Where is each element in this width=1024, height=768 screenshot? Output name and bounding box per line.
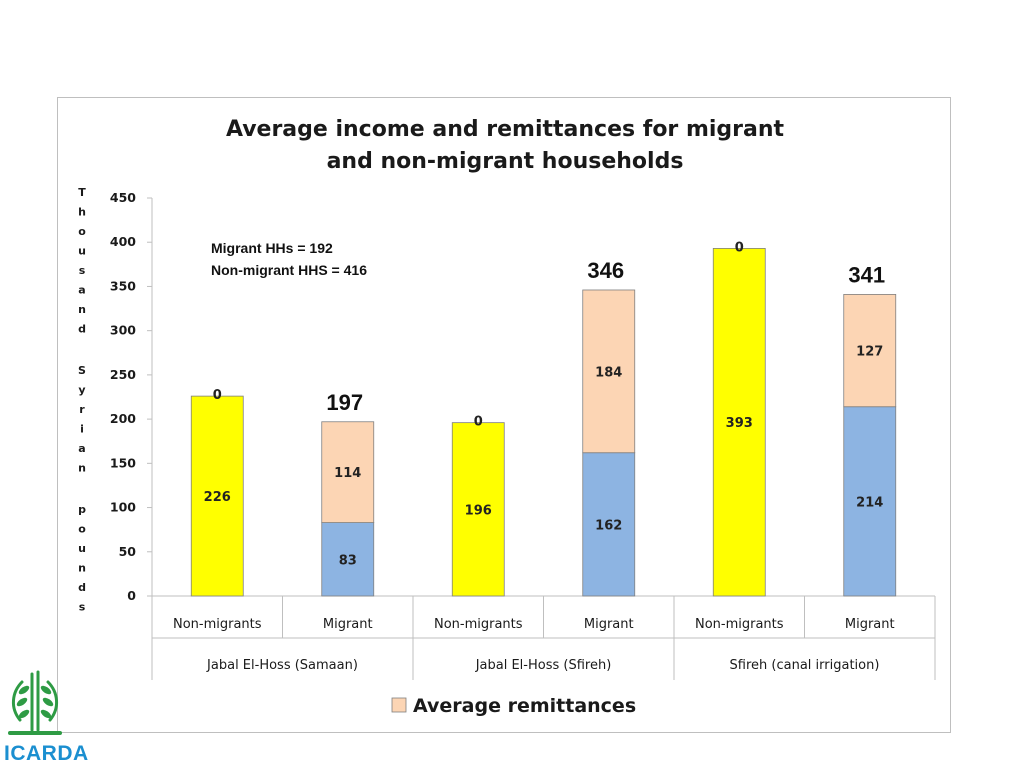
- bar-income-label: 214: [856, 495, 883, 510]
- bar-remittance-label: 114: [334, 466, 361, 481]
- bar-remittance-label: 0: [474, 415, 483, 430]
- y-tick-label: 450: [110, 190, 136, 205]
- legend-label: Average remittances: [413, 695, 636, 717]
- sample-size-annotation: Migrant HHs = 192: [211, 240, 333, 256]
- bar-income-label: 226: [204, 490, 231, 505]
- bar-income-label: 83: [339, 553, 357, 568]
- sample-size-annotation: Non-migrant HHS = 416: [211, 262, 367, 278]
- bar-remittance: [843, 294, 897, 408]
- bar-income-label: 393: [726, 416, 753, 431]
- y-axis-label-char: p: [78, 503, 86, 516]
- stacked-bar-chart: Average income and remittances for migra…: [78, 117, 936, 717]
- y-axis-label-char: i: [80, 423, 84, 436]
- icarda-logo-text: ICARDA: [4, 742, 89, 765]
- x-category-label: Migrant: [845, 617, 895, 632]
- chart-title-line: and non-migrant households: [327, 149, 684, 174]
- bar-non-migrant-income: [190, 395, 244, 597]
- chart-title-line: Average income and remittances for migra…: [226, 117, 785, 142]
- bar-migrant-income: [321, 522, 375, 597]
- bar-migrant-income: [582, 452, 636, 597]
- bar-remittance-label: 184: [595, 365, 622, 380]
- y-axis-label-char: d: [78, 323, 86, 336]
- y-axis-label-char: h: [78, 206, 86, 219]
- x-category-label: Non-migrants: [173, 617, 262, 632]
- y-axis-label-char: a: [78, 442, 85, 455]
- bar-non-migrant-income: [451, 422, 505, 597]
- bar-income-label: 196: [465, 503, 492, 518]
- y-axis-label-char: d: [78, 581, 86, 594]
- y-axis-label-char: n: [78, 303, 86, 316]
- bar-total-label: 346: [587, 258, 624, 283]
- legend-swatch-remittances: [391, 697, 407, 713]
- x-group-label: Jabal El-Hoss (Samaan): [206, 658, 358, 673]
- y-tick-label: 350: [110, 278, 136, 293]
- x-group-label: Sfireh (canal irrigation): [730, 658, 880, 673]
- y-axis-label-char: u: [78, 542, 86, 555]
- bar-total-label: 341: [848, 262, 885, 287]
- bar-remittance-label: 0: [735, 240, 744, 255]
- chart-frame: Average income and remittances for migra…: [57, 97, 951, 733]
- y-axis-label-char: o: [78, 225, 86, 238]
- y-axis-label-char: n: [78, 462, 86, 475]
- bar-income-label: 162: [595, 518, 622, 533]
- y-tick-label: 100: [110, 500, 136, 515]
- y-tick-label: 400: [110, 234, 136, 249]
- x-category-label: Non-migrants: [434, 617, 523, 632]
- x-group-label: Jabal El-Hoss (Sfireh): [475, 658, 612, 673]
- x-category-label: Migrant: [584, 617, 634, 632]
- y-tick-label: 300: [110, 323, 136, 338]
- bar-non-migrant-income: [712, 248, 766, 597]
- y-axis-label-char: a: [78, 284, 85, 297]
- y-axis-label-char: s: [79, 264, 86, 277]
- x-category-label: Migrant: [323, 617, 373, 632]
- y-axis-label-char: T: [78, 186, 86, 199]
- y-tick-label: 50: [119, 544, 137, 559]
- bar-remittance-label: 127: [856, 345, 883, 360]
- y-axis-label-char: n: [78, 562, 86, 575]
- y-axis-label-char: u: [78, 245, 86, 258]
- bar-remittance-label: 0: [213, 388, 222, 403]
- y-tick-label: 150: [110, 455, 136, 470]
- icarda-logo-icon: [8, 670, 62, 735]
- bar-remittance: [582, 289, 636, 454]
- y-tick-label: 200: [110, 411, 136, 426]
- bar-migrant-income: [843, 406, 897, 597]
- y-axis-label-char: s: [79, 601, 86, 614]
- x-category-label: Non-migrants: [695, 617, 784, 632]
- y-axis-label-char: S: [78, 364, 86, 377]
- y-tick-label: 0: [127, 588, 136, 603]
- bar-remittance: [321, 421, 375, 523]
- y-axis-label-char: y: [78, 384, 85, 397]
- bar-total-label: 197: [326, 390, 363, 415]
- y-tick-label: 250: [110, 367, 136, 382]
- y-axis-label-char: o: [78, 523, 86, 536]
- y-axis-label-char: r: [79, 403, 85, 416]
